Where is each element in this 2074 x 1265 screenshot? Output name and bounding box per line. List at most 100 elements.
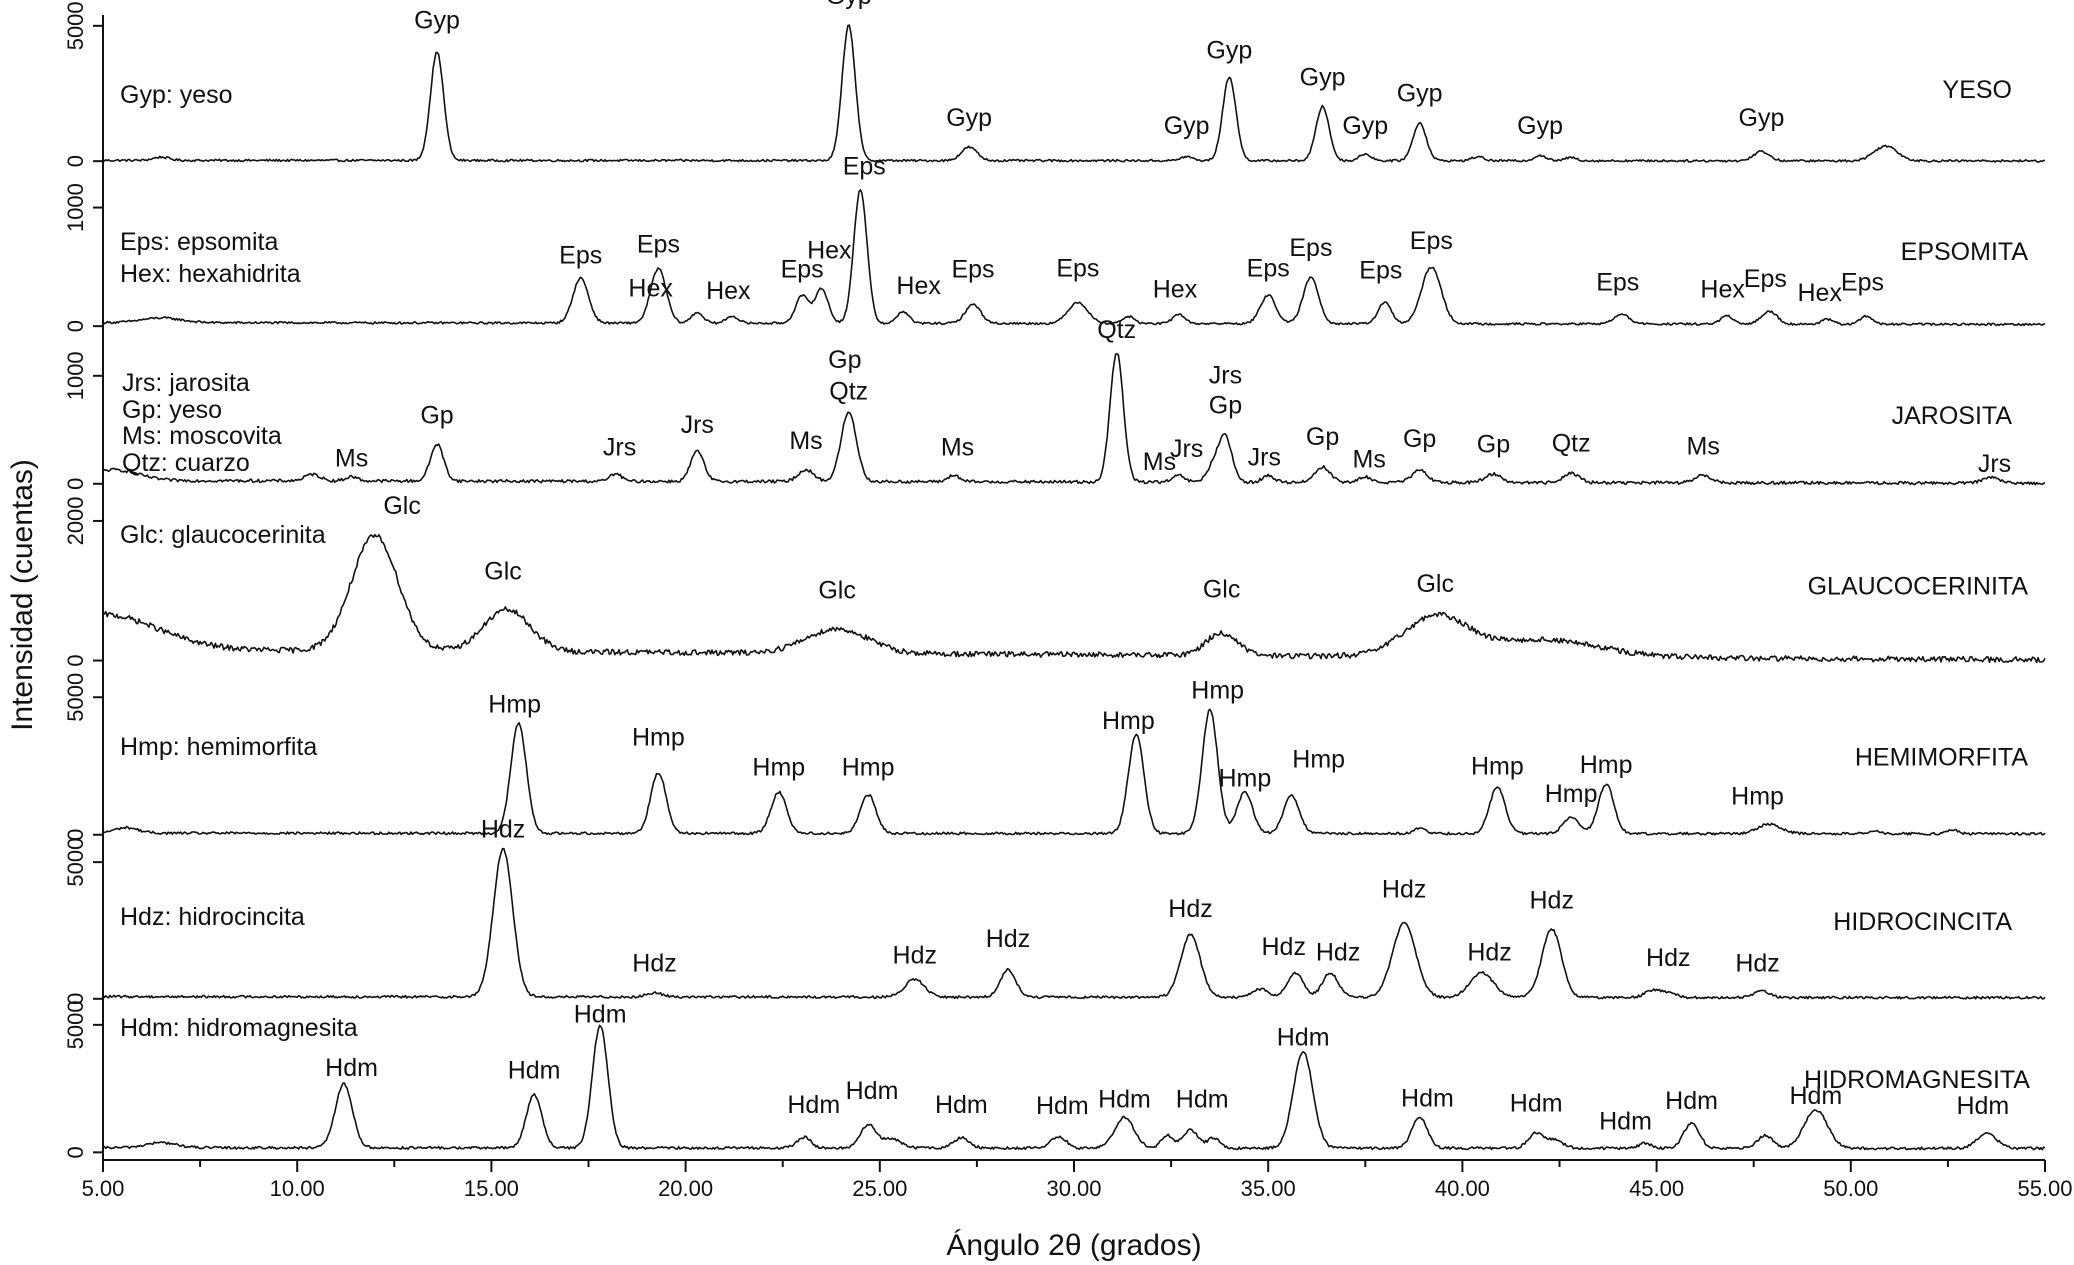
y-tick-label: 2000 [63,496,88,545]
peak-label: Eps [1410,227,1453,255]
y-tick-label: 5000 [63,673,88,722]
legend-entry: Glc: glaucocerinita [120,521,326,549]
peak-label: Gyp [1739,104,1785,132]
peak-label: Hdm [1956,1092,2009,1120]
peak-label: Hex [628,275,673,303]
peak-label: Ms [335,445,368,473]
peak-label: Hdm [935,1091,988,1119]
peak-label: Hdm [1098,1086,1151,1114]
xrd-trace [102,847,2046,1000]
x-tick-label: 55.00 [2017,1176,2072,1201]
peak-label: Hdz [1735,949,1779,977]
peak-label: Glc [1416,570,1454,598]
legend-entry: Gp: yeso [122,396,222,424]
y-tick-label: 5000 [63,1,88,50]
peak-label: Hdz [481,816,525,844]
peak-label: Eps [1247,254,1290,282]
peak-label: Hdz [1646,944,1690,972]
mineral-name: EPSOMITA [1901,238,2029,266]
peak-label: Jrs [1170,435,1203,463]
y-tick-label: 5000 [63,838,88,887]
peak-label: Gyp [946,104,992,132]
peak-label: Hdm [1599,1107,1652,1135]
peak-label: Gp [1209,392,1242,420]
legend-entry: Qtz: cuarzo [122,449,250,477]
peak-label: Hmp [1102,707,1155,735]
mineral-name: GLAUCOCERINITA [1808,572,2029,600]
peak-label: Glc [1203,576,1241,604]
legend-entry: Gyp: yeso [120,81,233,109]
xrd-trace [102,189,2046,327]
mineral-name: HEMIMORFITA [1855,743,2028,771]
xrd-trace [102,352,2046,486]
x-tick-label: 45.00 [1629,1176,1684,1201]
peak-label: Hmp [1191,677,1244,705]
peak-label: Ms [1143,448,1176,476]
y-axis-title: Intensidad (cuentas) [6,459,39,731]
peak-label: Hdz [893,941,937,969]
peak-label: Eps [1596,269,1639,297]
peak-label: Gp [1306,423,1339,451]
legend-entry: Jrs: jarosita [122,369,250,397]
peak-label: Gyp [1342,112,1388,140]
xrd-trace [102,1024,2046,1151]
peak-label: Hdm [1176,1086,1229,1114]
x-tick-label: 5.00 [82,1176,125,1201]
y-tick-label: 0 [63,993,88,1005]
peak-label: Hdm [787,1091,840,1119]
peak-label: Eps [951,256,994,284]
y-tick-label: 1000 [63,183,88,232]
peak-label: Qtz [1552,429,1591,457]
legend-entry: Hmp: hemimorfita [120,733,317,761]
y-tick-label: 1000 [63,351,88,400]
peak-label: Hmp [488,690,541,718]
peak-label: Gyp [826,0,872,10]
peak-label: Jrs [1248,443,1281,471]
peak-label: Gyp [1164,112,1210,140]
peak-label: Eps [637,231,680,259]
peak-label: Hmp [842,754,895,782]
peak-label: Gyp [1397,80,1443,108]
peak-label: Hmp [1545,780,1598,808]
peak-label: Gyp [1517,112,1563,140]
peak-label: Hmp [1731,783,1784,811]
peak-label: Ms [941,434,974,462]
peak-label: Hmp [632,723,685,751]
peak-label: Eps [559,241,602,269]
x-tick-label: 30.00 [1046,1176,1101,1201]
peak-label: Eps [1841,269,1884,297]
peak-label: Glc [383,492,421,520]
mineral-name: HIDROCINCITA [1833,908,2012,936]
peak-label: Hdm [325,1054,378,1082]
annotation-layer: 05000GypGypGypGypGypGypGypGypGypGypYESOG… [63,0,2030,1158]
legend-entry: Hex: hexahidrita [120,260,301,288]
y-tick-label: 0 [63,478,88,490]
legend-entry: Eps: epsomita [120,228,279,256]
peak-label: Gp [828,346,861,374]
peak-label: Eps [1056,254,1099,282]
peak-label: Eps [1289,234,1332,262]
peak-label: Hex [1700,276,1745,304]
peak-label: Ms [1687,433,1720,461]
peak-label: Gyp [1300,63,1346,91]
peak-label: Eps [1359,257,1402,285]
peak-label: Eps [843,152,886,180]
mineral-name: YESO [1943,76,2012,104]
peak-label: Qtz [829,378,868,406]
peak-label: Hex [1153,276,1198,304]
mineral-name: HIDROMAGNESITA [1804,1066,2030,1094]
xrd-trace [102,533,2046,664]
y-tick-label: 0 [63,654,88,666]
peak-label: Hdz [1168,895,1212,923]
peak-label: Ms [789,427,822,455]
peak-label: Jrs [1978,450,2011,478]
peak-label: Jrs [681,411,714,439]
xrd-trace [102,708,2046,836]
y-tick-label: 0 [63,829,88,841]
trace-layer [102,24,2046,1151]
y-tick-label: 5000 [63,1000,88,1049]
x-tick-label: 25.00 [852,1176,907,1201]
peak-label: Hdm [1036,1092,1089,1120]
peak-label: Hdz [1529,887,1573,915]
